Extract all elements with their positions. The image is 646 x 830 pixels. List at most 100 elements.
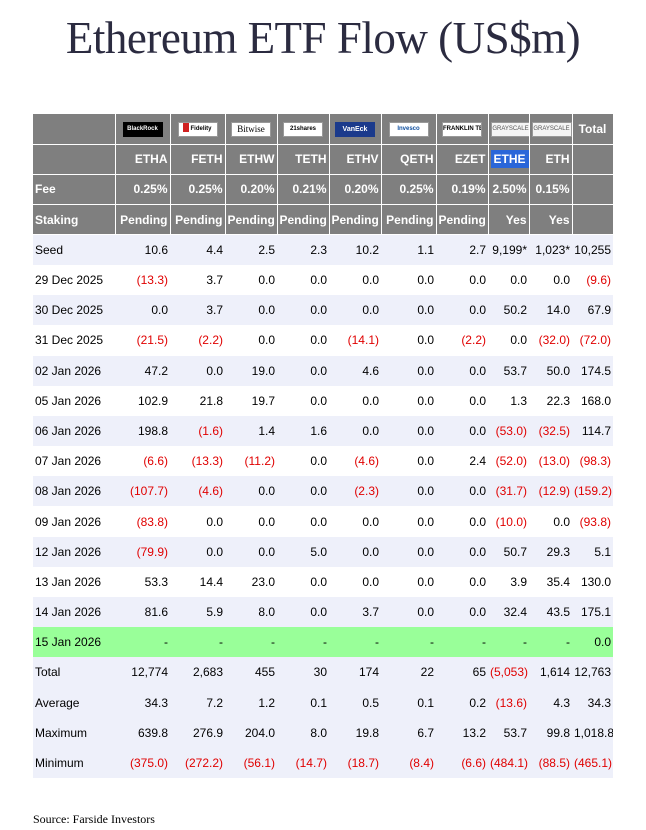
- flow-value-cell: (2.2): [436, 325, 488, 356]
- flow-value-cell: (56.1): [225, 747, 277, 779]
- flow-value-cell: -: [529, 627, 572, 658]
- row-total-cell: 0.0: [572, 627, 613, 658]
- staking-cell: Pending: [170, 204, 226, 236]
- table-row: 05 Jan 2026 102.9 21.8 19.7 0.0 0.0 0.0 0.0 1.3 2…: [33, 385, 613, 416]
- flow-value-cell: -: [488, 627, 529, 658]
- table-row: 02 Jan 2026 47.2 0.0 19.0 0.0 4.6 0.0 0.0 53.7 50…: [33, 355, 613, 386]
- flow-value-cell: 0.0: [436, 597, 488, 628]
- row-label: 09 Jan 2026: [33, 506, 115, 537]
- issuer-logo-cell: 21shares: [277, 114, 330, 145]
- flow-value-cell: (12.9): [529, 476, 572, 507]
- row-label: 07 Jan 2026: [33, 446, 115, 477]
- flow-value-cell: 0.0: [381, 566, 436, 597]
- table-row: 08 Jan 2026 (107.7) (4.6) 0.0 0.0 (2.3) 0.0 0.0…: [33, 476, 613, 507]
- fee-cell: 0.25%: [170, 174, 226, 206]
- row-label: 29 Dec 2025: [33, 264, 115, 296]
- flow-value-cell: 0.0: [329, 385, 381, 416]
- ticker-label: ETHW: [239, 152, 275, 167]
- ticker-label: TETH: [295, 152, 327, 167]
- flow-value-cell: 0.0: [329, 264, 381, 296]
- issuer-logo-cell: Invesco: [381, 114, 437, 145]
- flow-value-cell: (14.1): [329, 325, 381, 356]
- row-total-cell: 168.0: [572, 385, 613, 416]
- flow-value-cell: (13.3): [170, 446, 225, 477]
- ticker-label: EZET: [454, 152, 486, 167]
- flow-value-cell: 2.4: [436, 446, 488, 477]
- flow-value-cell: 22: [381, 657, 436, 688]
- flow-value-cell: 0.0: [488, 264, 529, 296]
- fee-cell: 0.19%: [436, 174, 489, 206]
- issuer-name: VanEck: [342, 125, 368, 133]
- row-label: Average: [33, 687, 115, 718]
- flow-value-cell: (32.0): [529, 325, 572, 356]
- flow-value-cell: 1.1: [381, 234, 436, 265]
- flow-value-cell: 1.3: [488, 385, 529, 416]
- issuer-name: Fidelity: [190, 125, 212, 132]
- fee-cell: 0.15%: [529, 174, 573, 206]
- issuer-name: Bitwise: [237, 123, 265, 134]
- ticker-cell: ETHE: [488, 144, 530, 175]
- row-label: 31 Dec 2025: [33, 325, 115, 356]
- page-title: Ethereum ETF Flow (US$m): [65, 13, 581, 63]
- flow-value-cell: 0.1: [277, 687, 329, 718]
- staking-cell: Pending: [436, 204, 489, 236]
- row-total-cell: (159.2): [572, 476, 613, 507]
- flow-value-cell: 0.0: [277, 597, 329, 628]
- grayscale-logo: GRAYSCALE: [531, 121, 571, 137]
- flow-value-cell: 10.6: [115, 234, 170, 265]
- flow-value-cell: 29.3: [529, 536, 572, 567]
- flow-value-cell: 3.7: [329, 597, 381, 628]
- flow-value-cell: 5.9: [170, 597, 225, 628]
- flow-value-cell: 2,683: [170, 657, 225, 688]
- flow-value-cell: 0.0: [277, 295, 329, 326]
- flow-value-cell: 174: [329, 657, 381, 688]
- issuer-logo-cell: GRAYSCALE: [529, 114, 573, 145]
- fee-cell: 0.25%: [115, 174, 171, 206]
- flow-value-cell: 0.0: [381, 385, 436, 416]
- issuer-logo-cell: VanEck: [329, 114, 382, 145]
- flow-value-cell: 0.1: [381, 687, 436, 718]
- flow-value-cell: 276.9: [170, 717, 225, 748]
- flow-value-cell: 0.0: [329, 415, 381, 447]
- flow-value-cell: 0.5: [329, 687, 381, 718]
- flow-value-cell: 1.6: [277, 415, 329, 447]
- staking-row: Staking Pending Pending Pending Pending Pendi…: [33, 204, 614, 236]
- flow-value-cell: (14.7): [277, 747, 329, 779]
- flow-value-cell: 3.9: [488, 566, 529, 597]
- flow-value-cell: 2.5: [225, 234, 277, 265]
- flow-value-cell: 0.0: [277, 476, 329, 507]
- flow-value-cell: -: [436, 627, 488, 658]
- flow-value-cell: 0.0: [329, 295, 381, 326]
- etf-flow-table: BlackRock Fidelity Bitwise 21shares VanEck In…: [33, 114, 614, 779]
- flow-value-cell: 0.0: [381, 295, 436, 326]
- flow-value-cell: -: [381, 627, 436, 658]
- flow-value-cell: 23.0: [225, 566, 277, 597]
- row-total-cell: 34.3: [572, 687, 613, 718]
- flow-value-cell: (13.0): [529, 446, 572, 477]
- row-total-cell: 5.1: [572, 536, 613, 567]
- ticker-cell: FETH: [170, 144, 226, 175]
- flow-value-cell: 0.0: [225, 325, 277, 356]
- flow-value-cell: (2.3): [329, 476, 381, 507]
- flow-value-cell: (484.1): [488, 747, 529, 779]
- flow-value-cell: 0.0: [170, 506, 225, 537]
- row-total-cell: (72.0): [572, 325, 613, 356]
- flow-value-cell: 0.0: [529, 264, 572, 296]
- fee-cell: 0.21%: [277, 174, 330, 206]
- flow-value-cell: 0.0: [329, 566, 381, 597]
- ticker-total-blank: [572, 144, 614, 175]
- flow-value-cell: 1.2: [225, 687, 277, 718]
- flow-value-cell: (2.2): [170, 325, 225, 356]
- flow-value-cell: -: [225, 627, 277, 658]
- staking-cell: Pending: [277, 204, 330, 236]
- flow-value-cell: 43.5: [529, 597, 572, 628]
- ticker-label: FETH: [191, 152, 223, 167]
- flow-value-cell: -: [115, 627, 170, 658]
- issuer-name: BlackRock: [127, 125, 158, 132]
- row-label: 12 Jan 2026: [33, 536, 115, 567]
- table-row: Average 34.3 7.2 1.2 0.1 0.5 0.1 0.2 (13.6) 4.3 34…: [33, 687, 613, 718]
- fidelity-mark-icon: [183, 123, 190, 133]
- ticker-cell: ETHW: [225, 144, 278, 175]
- table-row: 14 Jan 2026 81.6 5.9 8.0 0.0 3.7 0.0 0.0 32.4 43.…: [33, 597, 613, 628]
- staking-cell: Pending: [381, 204, 437, 236]
